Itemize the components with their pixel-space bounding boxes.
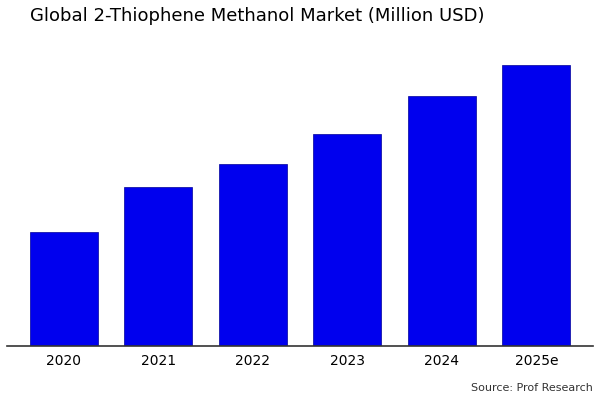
Text: Global 2-Thiophene Methanol Market (Million USD): Global 2-Thiophene Methanol Market (Mill…: [31, 7, 485, 25]
Bar: [502, 65, 571, 346]
Bar: [219, 164, 287, 346]
Bar: [408, 96, 476, 346]
Bar: [313, 134, 381, 346]
Text: Source: Prof Research: Source: Prof Research: [471, 384, 593, 394]
Bar: [29, 232, 98, 346]
Bar: [124, 187, 192, 346]
